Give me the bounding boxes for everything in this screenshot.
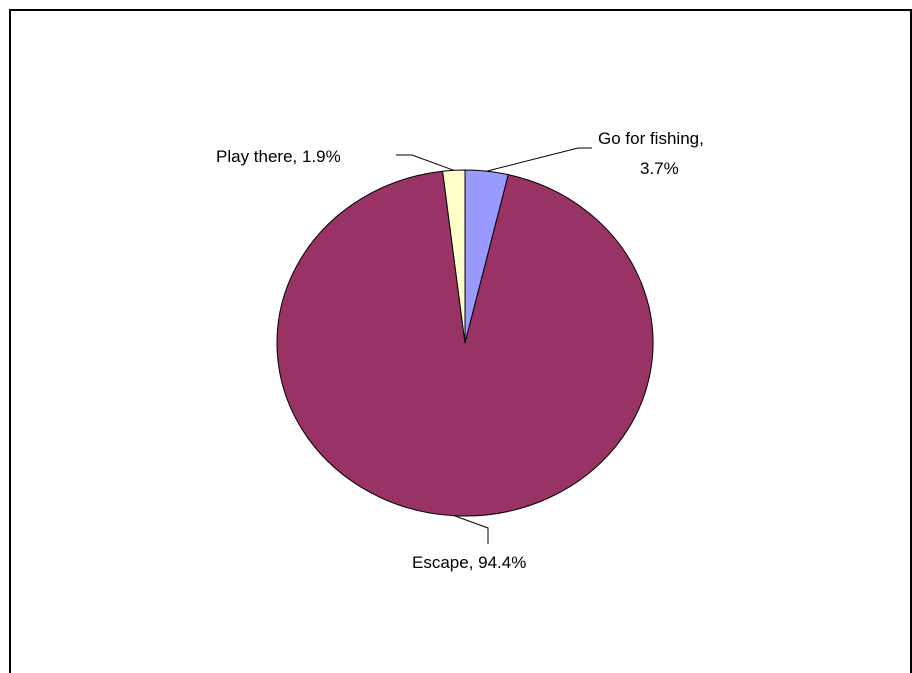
leader-line-go-for-fishing [486, 147, 592, 172]
data-label-go-for-fishing-line2: 3.7% [640, 159, 679, 178]
data-label-play-there: Play there, 1.9% [216, 147, 341, 166]
chart-area [9, 9, 912, 673]
data-labels: Go for fishing, 3.7% Escape, 94.4% Play … [216, 129, 704, 572]
data-label-escape: Escape, 94.4% [412, 553, 526, 572]
pie-slice-escape [276, 170, 654, 517]
data-label-go-for-fishing-line1: Go for fishing, [598, 129, 704, 148]
pie-slices [276, 169, 654, 517]
leader-line-escape [454, 515, 489, 544]
leader-lines [396, 147, 592, 544]
leader-line-play-there [396, 154, 454, 171]
pie-slice-play-there [442, 169, 466, 344]
